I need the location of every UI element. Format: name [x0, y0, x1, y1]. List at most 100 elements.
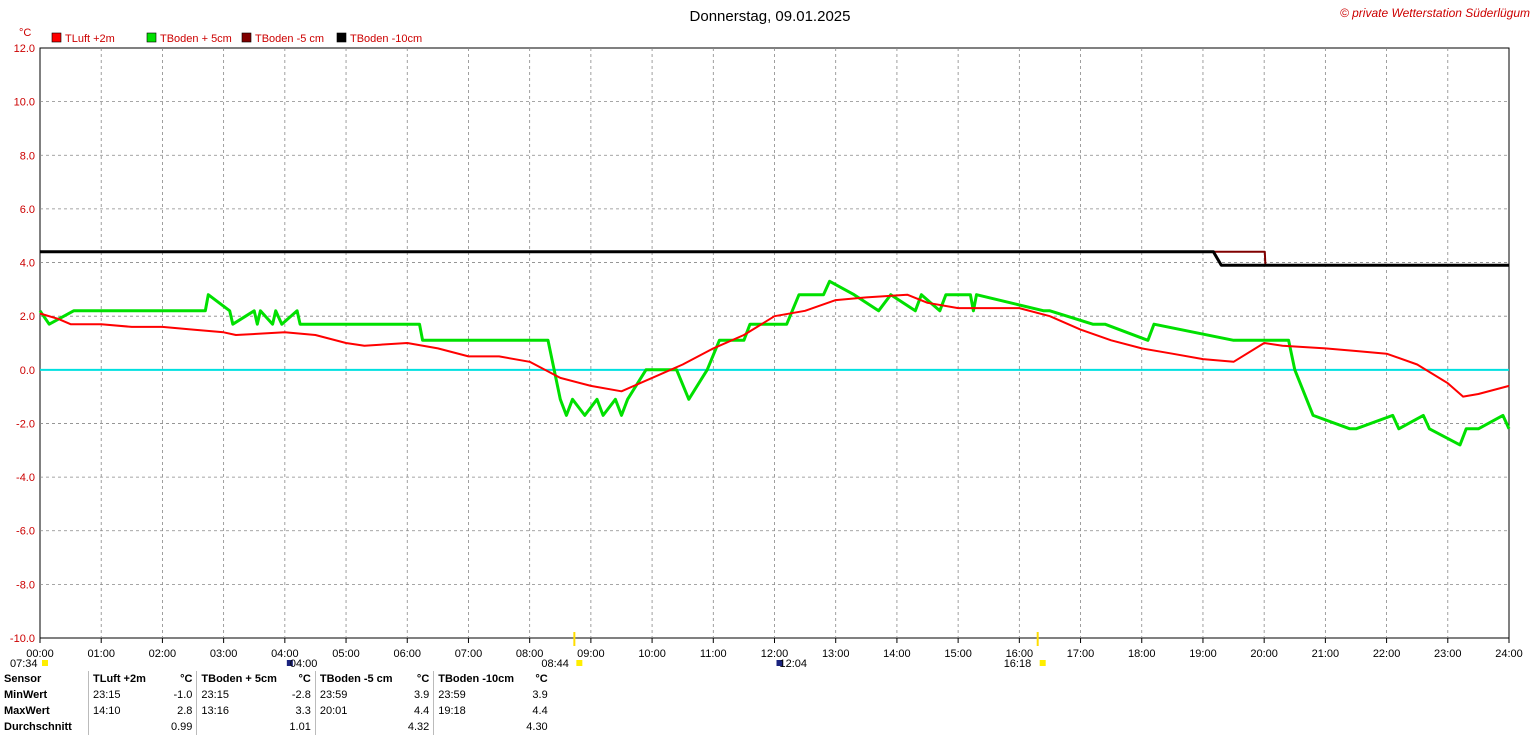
sun-marker-icon	[1039, 660, 1046, 666]
y-tick-label: 10.0	[14, 97, 35, 109]
x-tick-label: 02:00	[149, 648, 177, 660]
x-tick-label: 16:00	[1006, 648, 1034, 660]
sun-marker-time: 16:18	[1004, 658, 1032, 670]
sun-marker-time: 12:04	[780, 658, 808, 670]
stats-header: °C	[298, 673, 311, 685]
sun-marker-time: 08:44	[541, 658, 569, 670]
x-tick-label: 00:00	[26, 648, 54, 660]
stats-row-min: MinWert 23:15 -1.0 23:15 -2.8 23:59 3.9 …	[0, 687, 552, 703]
stats-header: °C	[416, 673, 430, 685]
stats-cell: 23:15	[88, 687, 167, 703]
y-tick-label: 4.0	[20, 258, 35, 270]
x-tick-label: 05:00	[332, 648, 360, 660]
stats-cell: 3.3	[295, 705, 311, 717]
stats-cell: 20:01	[314, 703, 404, 719]
y-tick-label: 12.0	[14, 43, 35, 55]
stats-cell: -2.8	[291, 689, 311, 701]
stats-cell: 4.30	[526, 721, 548, 733]
x-tick-label: 04:00	[271, 648, 299, 660]
stats-row-label: Durchschnitt	[4, 721, 72, 733]
x-tick-label: 08:00	[516, 648, 544, 660]
x-tick-label: 21:00	[1312, 648, 1340, 660]
stats-header: TBoden -10cm	[433, 671, 523, 687]
stats-cell	[196, 719, 286, 735]
stats-row-label: MaxWert	[4, 705, 50, 717]
stats-cell: 4.4	[413, 705, 430, 717]
y-tick-label: -8.0	[16, 579, 35, 591]
stats-cell: 2.8	[177, 705, 193, 717]
stats-header: Sensor	[4, 673, 42, 685]
stats-header: TBoden -5 cm	[314, 671, 404, 687]
stats-cell: 19:18	[433, 703, 523, 719]
sun-marker-icon	[576, 660, 583, 666]
x-tick-label: 18:00	[1128, 648, 1156, 660]
stats-cell	[314, 719, 404, 735]
stats-cell: 13:16	[196, 703, 286, 719]
x-tick-label: 07:00	[455, 648, 483, 660]
stats-header: TLuft +2m	[88, 671, 167, 687]
legend-label: TLuft +2m	[65, 33, 115, 45]
x-tick-label: 19:00	[1189, 648, 1217, 660]
x-tick-label: 13:00	[822, 648, 850, 660]
x-tick-label: 11:00	[700, 648, 727, 660]
y-tick-label: 0.0	[20, 365, 35, 377]
y-tick-label: 2.0	[20, 311, 35, 323]
stats-cell: -1.0	[173, 689, 193, 701]
y-tick-label: -10.0	[10, 633, 35, 645]
legend-swatch	[241, 32, 252, 43]
legend-swatch	[336, 32, 347, 43]
sun-marker-icon	[42, 660, 48, 666]
y-tick-label: 6.0	[20, 204, 35, 216]
sun-marker-time: 07:34	[10, 658, 38, 670]
x-tick-label: 14:00	[883, 648, 911, 660]
x-tick-label: 03:00	[210, 648, 238, 660]
x-tick-label: 22:00	[1373, 648, 1401, 660]
stats-header: TBoden + 5cm	[196, 671, 286, 687]
y-tick-label: -6.0	[16, 526, 35, 538]
stats-cell: 23:59	[433, 687, 523, 703]
legend-swatch	[146, 32, 157, 43]
y-tick-label: -4.0	[16, 472, 35, 484]
legend-label: TBoden -5 cm	[255, 33, 324, 45]
sun-marker-icon	[776, 660, 783, 666]
y-axis-unit: °C	[19, 27, 31, 39]
stats-table: Sensor TLuft +2m °C TBoden + 5cm °C TBod…	[0, 671, 560, 751]
legend-label: TBoden -10cm	[350, 33, 422, 45]
stats-cell: 0.99	[171, 721, 193, 733]
x-tick-label: 24:00	[1495, 648, 1523, 660]
stats-cell: 4.4	[532, 705, 548, 717]
stats-cell	[88, 719, 167, 735]
series-line-2	[38, 279, 1511, 447]
stats-cell: 3.9	[532, 689, 548, 701]
stats-row-avg: Durchschnitt 0.99 1.01 4.32 4.30	[0, 719, 552, 735]
sun-marker-time: 04:00	[290, 658, 318, 670]
x-tick-label: 17:00	[1067, 648, 1095, 660]
stats-row-max: MaxWert 14:10 2.8 13:16 3.3 20:01 4.4 19…	[0, 703, 552, 719]
sun-marker-icon	[286, 660, 293, 666]
stats-header-row: Sensor TLuft +2m °C TBoden + 5cm °C TBod…	[0, 671, 552, 687]
stats-cell: 14:10	[88, 703, 167, 719]
legend-swatch	[51, 32, 62, 43]
x-tick-label: 23:00	[1434, 648, 1462, 660]
series-line-4	[40, 250, 1509, 267]
stats-header: °C	[535, 673, 548, 685]
x-tick-label: 09:00	[577, 648, 605, 660]
stats-cell: 1.01	[289, 721, 311, 733]
stats-row-label: MinWert	[4, 689, 48, 701]
legend-label: TBoden + 5cm	[160, 33, 232, 45]
x-tick-label: 15:00	[944, 648, 972, 660]
stats-header: °C	[180, 673, 193, 685]
stats-cell	[433, 719, 523, 735]
y-tick-label: -2.0	[16, 418, 35, 430]
copyright-text: © private Wetterstation Süderlügum	[1340, 6, 1530, 20]
x-tick-label: 20:00	[1250, 648, 1278, 660]
x-tick-label: 01:00	[87, 648, 115, 660]
stats-cell: 23:15	[196, 687, 286, 703]
stats-cell: 4.32	[407, 721, 430, 733]
x-tick-label: 10:00	[638, 648, 666, 660]
chart-title: Donnerstag, 09.01.2025	[690, 8, 851, 25]
series-line-1	[39, 293, 1510, 398]
x-tick-label: 06:00	[393, 648, 421, 660]
